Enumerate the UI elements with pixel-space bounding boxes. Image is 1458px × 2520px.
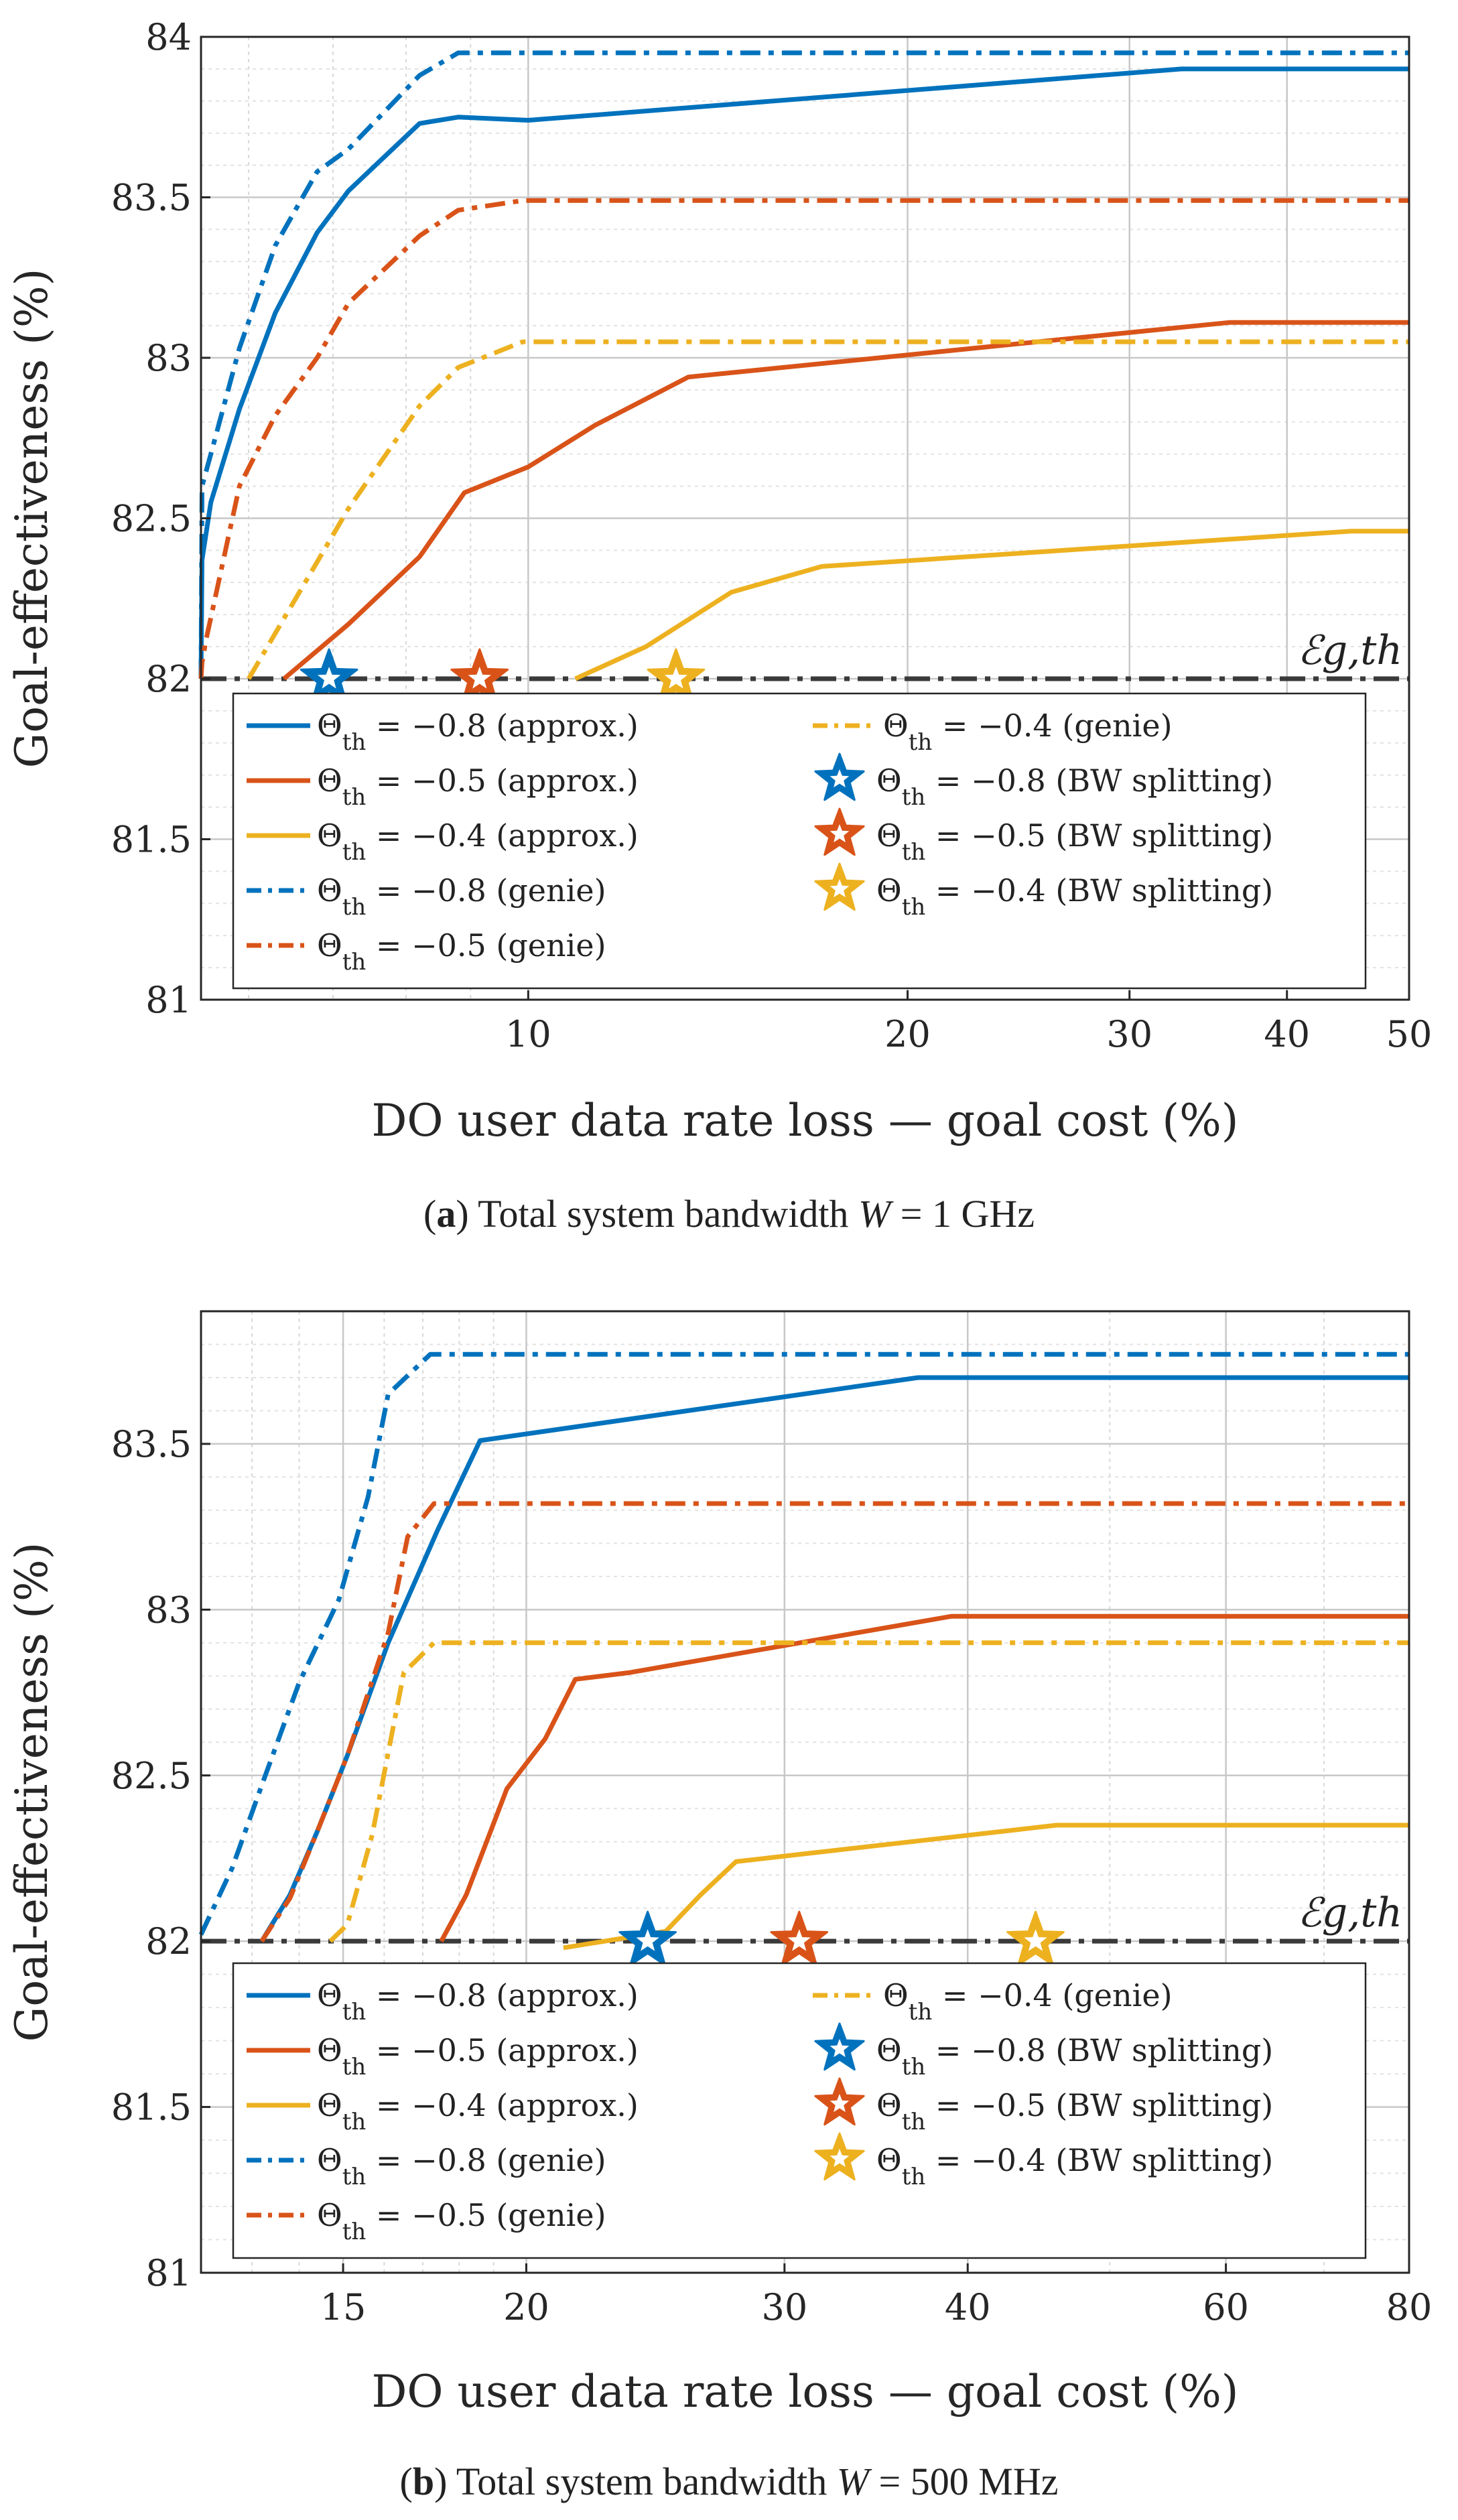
legend-label-6: Θth = −0.4 (genie) (883, 708, 1173, 756)
legend-label-4: Θth = −0.8 (genie) (317, 872, 606, 921)
legend-label-6: Θth = −0.4 (genie) (883, 1977, 1173, 2026)
y-tick-label: 82 (145, 658, 192, 700)
series-line-4 (198, 50, 1409, 679)
y-tick-label: 81.5 (111, 2086, 192, 2129)
legend-star-inner-9 (830, 879, 850, 898)
y-tick-label: 82.5 (111, 1755, 192, 1797)
caption-b-var: W (836, 2460, 870, 2503)
series-line-5 (198, 198, 1409, 679)
legend-label-7: Θth = −0.8 (BW splitting) (876, 2032, 1273, 2080)
y-tick-label: 81 (145, 2252, 192, 2294)
x-tick-label: 40 (1264, 1013, 1310, 1055)
legend-label-1: Θth = −0.8 (approx.) (317, 708, 639, 756)
legend-label-8: Θth = −0.5 (BW splitting) (876, 817, 1273, 866)
legend: Θth = −0.8 (approx.) Θth = −0.5 (approx.)… (232, 1962, 1367, 2259)
y-tick-label: 83.5 (111, 177, 192, 219)
legend-label-5: Θth = −0.5 (genie) (317, 2197, 606, 2245)
y-tick-label: 83 (145, 337, 192, 379)
y-tick-label: 82 (145, 1920, 192, 1963)
series-line-4 (198, 1351, 1409, 1936)
legend-label-1: Θth = −0.8 (approx.) (317, 1977, 639, 2026)
x-tick-label: 80 (1386, 2286, 1433, 2328)
legend-label-4: Θth = −0.8 (genie) (317, 2142, 606, 2190)
y-tick-label: 81.5 (111, 819, 192, 861)
caption-a-eq: = 1 GHz (890, 1192, 1035, 1236)
threshold-label: ℰg,th (1297, 1889, 1402, 1936)
caption-a-label: a (436, 1192, 456, 1236)
caption-a-prefix: Total system bandwidth (478, 1192, 858, 1236)
x-tick-label: 10 (505, 1013, 551, 1055)
legend-star-inner-8 (830, 824, 850, 843)
series-line-1 (259, 1375, 1409, 1943)
y-tick-label: 81 (145, 979, 192, 1021)
y-tick-label: 84 (145, 16, 192, 58)
x-tick-label: 30 (761, 2286, 807, 2328)
bw-splitting-star-inner-3 (1024, 1929, 1047, 1951)
x-tick-label: 30 (1106, 1013, 1152, 1055)
x-tick-label: 20 (503, 2286, 549, 2328)
series-line-3 (574, 529, 1409, 681)
y-tick-label: 83.5 (111, 1423, 192, 1465)
legend-label-7: Θth = −0.8 (BW splitting) (876, 762, 1273, 811)
caption-a: (a) Total system bandwidth W = 1 GHz (423, 1192, 1035, 1236)
bw-splitting-star-inner-3 (664, 667, 687, 689)
bw-splitting-star-inner-1 (636, 1929, 659, 1951)
legend: Θth = −0.8 (approx.) Θth = −0.5 (approx.)… (232, 692, 1367, 990)
x-axis-label: DO user data rate loss — goal cost (%) (371, 2366, 1238, 2417)
y-axis-label: Goal-effectiveness (%) (6, 1542, 58, 2042)
chart-panel-a: ℰg,th 10 20 30 40 50 81 81.5 82 82.5 83 83.5 84 DO us… (6, 16, 1432, 1146)
legend-star-inner-7 (830, 2039, 850, 2058)
x-tick-label: 15 (320, 2286, 367, 2328)
legend-box (232, 692, 1367, 990)
bw-splitting-star-inner-2 (468, 667, 491, 689)
threshold-label: ℰg,th (1297, 627, 1402, 674)
chart-panel-b: ℰg,th 15 20 30 40 60 80 81 81.5 82 82.5 83 83.5 DO us… (6, 1310, 1433, 2417)
caption-b-prefix: Total system bandwidth (456, 2460, 837, 2503)
caption-b: (b) Total system bandwidth W = 500 MHz (399, 2460, 1059, 2503)
legend-star-inner-8 (830, 2094, 850, 2113)
legend-label-8: Θth = −0.5 (BW splitting) (876, 2087, 1273, 2135)
y-tick-label: 83 (145, 1589, 192, 1631)
y-tick-label: 82.5 (111, 498, 192, 540)
caption-b-label: b (412, 2460, 435, 2503)
x-tick-label: 60 (1203, 2286, 1249, 2328)
x-tick-label: 50 (1386, 1013, 1433, 1055)
legend-label-9: Θth = −0.4 (BW splitting) (876, 872, 1273, 921)
caption-a-var: W (858, 1192, 891, 1236)
legend-label-5: Θth = −0.5 (genie) (317, 927, 606, 976)
series-line-1 (198, 66, 1409, 679)
legend-box (232, 1962, 1367, 2259)
x-axis-label: DO user data rate loss — goal cost (%) (371, 1095, 1238, 1146)
y-axis-label: Goal-effectiveness (%) (6, 269, 58, 769)
series-line-6 (328, 1640, 1409, 1943)
axes-frame (200, 1310, 1410, 2274)
legend-label-2: Θth = −0.5 (approx.) (317, 762, 639, 811)
legend-label-9: Θth = −0.4 (BW splitting) (876, 2142, 1273, 2190)
series-line-6 (247, 339, 1409, 680)
caption-b-eq: = 500 MHz (869, 2460, 1059, 2503)
legend-star-inner-9 (830, 2149, 850, 2168)
bw-splitting-star-inner-1 (318, 667, 341, 689)
x-tick-label: 20 (884, 1013, 931, 1055)
series-line-5 (259, 1501, 1409, 1943)
legend-label-3: Θth = −0.4 (approx.) (317, 2087, 639, 2135)
legend-star-inner-7 (830, 769, 850, 788)
series-line-2 (439, 1613, 1409, 1942)
legend-label-3: Θth = −0.4 (approx.) (317, 817, 639, 866)
legend-label-2: Θth = −0.5 (approx.) (317, 2032, 639, 2080)
x-tick-label: 40 (945, 2286, 991, 2328)
bw-splitting-star-inner-2 (787, 1929, 811, 1951)
